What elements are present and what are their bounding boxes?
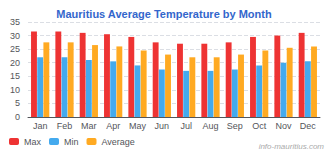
svg-text:Feb: Feb <box>57 121 73 131</box>
svg-text:Oct: Oct <box>252 121 267 131</box>
svg-text:20: 20 <box>10 58 20 68</box>
svg-text:30: 30 <box>10 31 20 41</box>
svg-text:Aug: Aug <box>202 121 218 131</box>
svg-text:Average: Average <box>102 137 135 147</box>
svg-text:Jan: Jan <box>33 121 48 131</box>
svg-text:0: 0 <box>15 112 20 122</box>
svg-text:Max: Max <box>24 137 42 147</box>
svg-text:15: 15 <box>10 71 20 81</box>
svg-text:25: 25 <box>10 44 20 54</box>
svg-text:5: 5 <box>15 98 20 108</box>
svg-text:10: 10 <box>10 85 20 95</box>
svg-text:May: May <box>129 121 147 131</box>
svg-text:Jun: Jun <box>155 121 170 131</box>
svg-text:info-mauritius.com: info-mauritius.com <box>259 142 325 151</box>
svg-text:Mar: Mar <box>81 121 97 131</box>
svg-text:Nov: Nov <box>275 121 292 131</box>
svg-text:Mauritius Average Temperature: Mauritius Average Temperature by Month <box>56 8 272 20</box>
svg-text:Min: Min <box>64 137 79 147</box>
svg-text:Jul: Jul <box>180 121 192 131</box>
svg-text:Dec: Dec <box>300 121 317 131</box>
svg-text:Sep: Sep <box>227 121 243 131</box>
svg-text:35: 35 <box>10 17 20 27</box>
svg-text:Apr: Apr <box>106 121 120 131</box>
